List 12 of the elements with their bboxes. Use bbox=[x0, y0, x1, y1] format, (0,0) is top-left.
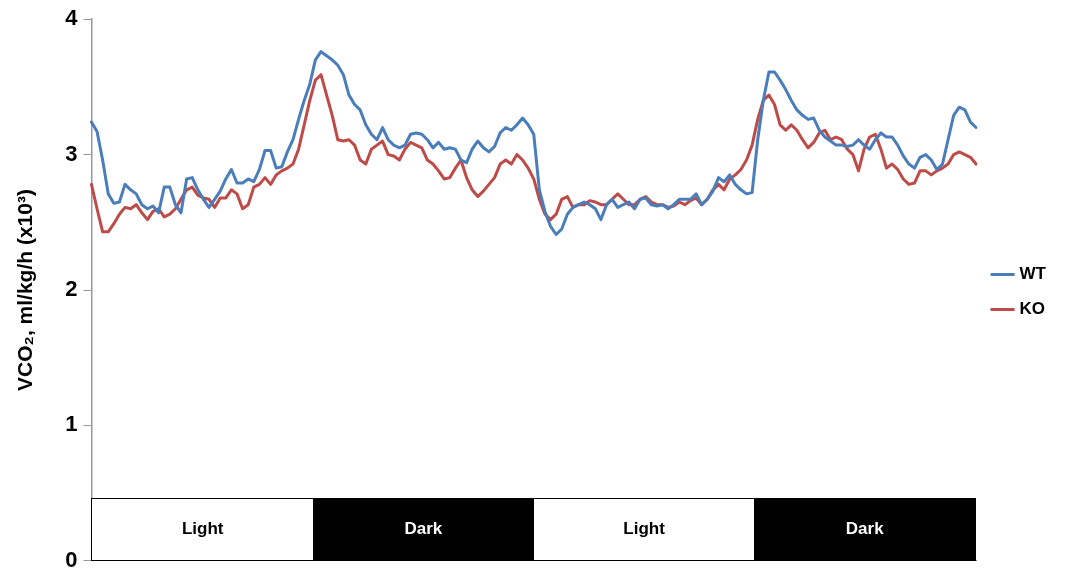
legend-label: WT bbox=[1019, 264, 1047, 284]
y-tick-label: 1 bbox=[65, 411, 78, 437]
y-tick-label: 2 bbox=[65, 276, 78, 302]
y-tick-label: 0 bbox=[65, 546, 78, 572]
y-tick-label: 4 bbox=[65, 5, 79, 31]
y-axis-title: VCO₂, ml/kg/h (x10³) bbox=[13, 189, 37, 391]
annotation: Dark bbox=[754, 498, 976, 560]
legend-label: KO bbox=[1019, 299, 1046, 319]
y-tick-label: 3 bbox=[65, 140, 78, 166]
annotation: Dark bbox=[313, 498, 534, 560]
annotation: Light bbox=[92, 498, 314, 560]
annotation: Light bbox=[533, 498, 755, 560]
